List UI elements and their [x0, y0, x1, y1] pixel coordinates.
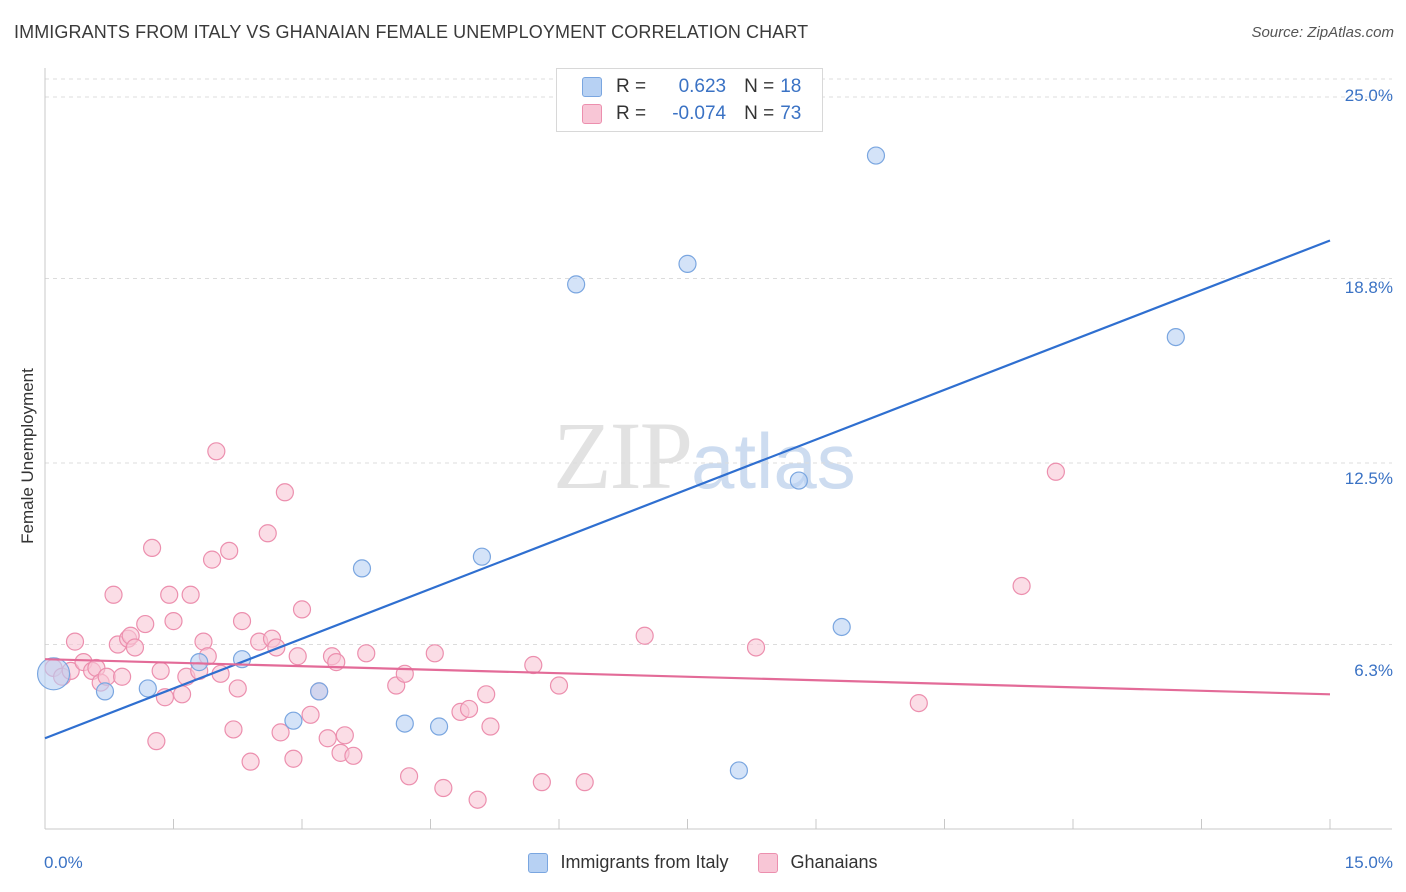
point-ghanaians-35 [241, 752, 260, 771]
point-italy-3 [190, 653, 209, 672]
point-ghanaians-44 [292, 600, 312, 619]
y-tick-label-6-3: 6.3% [1354, 661, 1393, 680]
point-italy-0 [36, 657, 71, 691]
legend-row-italy: R = 0.623 N = 18 [582, 75, 801, 99]
point-ghanaians-70 [909, 693, 928, 713]
point-italy-5 [284, 711, 303, 730]
legend-r-label: R = [616, 103, 647, 124]
point-ghanaians-61 [468, 790, 487, 809]
legend-row-ghanaians: R = -0.074 N = 73 [582, 102, 801, 126]
point-ghanaians-69 [746, 638, 766, 657]
point-ghanaians-9 [104, 585, 123, 604]
chart-title: IMMIGRANTS FROM ITALY VS GHANAIAN FEMALE… [14, 22, 809, 42]
point-ghanaians-43 [288, 647, 307, 666]
point-ghanaians-14 [125, 638, 145, 657]
point-ghanaians-65 [532, 773, 551, 792]
point-ghanaians-67 [575, 773, 594, 792]
legend-n-value: 73 [780, 103, 802, 124]
legend-r-label: R = [616, 76, 647, 97]
point-ghanaians-56 [399, 767, 419, 786]
point-ghanaians-32 [224, 720, 243, 739]
watermark: ZIPatlas [553, 400, 856, 511]
point-ghanaians-40 [271, 723, 290, 742]
point-ghanaians-51 [335, 726, 354, 745]
point-italy-9 [429, 717, 449, 736]
point-ghanaians-72 [1046, 462, 1065, 481]
y-tick-label-12-5: 12.5% [1344, 469, 1393, 488]
point-ghanaians-15 [136, 614, 155, 634]
point-ghanaians-57 [425, 644, 444, 663]
point-ghanaians-33 [228, 679, 247, 698]
y-tick-label-25: 25.0% [1344, 86, 1393, 105]
point-ghanaians-66 [549, 676, 569, 695]
point-ghanaians-63 [481, 717, 500, 736]
point-italy-14 [789, 471, 808, 490]
y-tick-label-18-8: 18.8% [1344, 278, 1393, 297]
x-tick-label-min: 0.0% [44, 853, 83, 872]
legend-n-value: 18 [780, 76, 802, 97]
y-axis-label: Female Unemployment [18, 368, 37, 544]
source-credit: Source: ZipAtlas.com [1251, 24, 1394, 41]
legend-item-italy[interactable]: Immigrants from Italy [528, 852, 728, 873]
trendline-ghanaians [44, 658, 1331, 696]
point-ghanaians-31 [220, 541, 239, 560]
point-ghanaians-62 [477, 685, 496, 704]
point-italy-12 [678, 254, 697, 273]
correlation-legend: R = 0.623 N = 18 R = -0.074 N = 73 [556, 68, 823, 132]
legend-label-italy: Immigrants from Italy [560, 852, 729, 872]
legend-label-ghanaians: Ghanaians [790, 852, 878, 872]
point-italy-10 [472, 547, 491, 566]
point-ghanaians-34 [232, 612, 252, 631]
point-ghanaians-41 [275, 483, 294, 502]
point-ghanaians-53 [357, 644, 376, 663]
watermark-zip: ZIP [553, 402, 693, 509]
legend-swatch-pink [582, 104, 602, 124]
legend-swatch-italy [528, 852, 549, 873]
point-italy-15 [832, 617, 851, 637]
point-ghanaians-64 [524, 655, 543, 675]
legend-n-label: N = [744, 103, 775, 124]
point-ghanaians-68 [635, 626, 654, 645]
point-italy-16 [866, 146, 886, 165]
legend-r-value: 0.623 [678, 76, 727, 97]
trendline-italy [44, 239, 1331, 740]
point-ghanaians-24 [181, 585, 200, 604]
point-ghanaians-21 [164, 612, 183, 631]
point-italy-17 [1166, 327, 1185, 347]
point-ghanaians-29 [207, 442, 226, 461]
point-italy-8 [395, 714, 414, 733]
legend-item-ghanaians[interactable]: Ghanaians [758, 852, 878, 873]
point-ghanaians-47 [318, 729, 337, 748]
legend-r-value: -0.074 [672, 103, 727, 124]
x-tick-label-max: 15.0% [1344, 853, 1393, 872]
point-ghanaians-60 [459, 699, 479, 719]
series-legend: Immigrants from Italy Ghanaians [0, 852, 1406, 873]
point-ghanaians-28 [202, 550, 222, 569]
legend-swatch-ghanaians [758, 852, 779, 873]
legend-swatch-blue [582, 77, 602, 97]
point-ghanaians-11 [112, 667, 132, 686]
point-ghanaians-71 [1012, 576, 1031, 596]
point-ghanaians-37 [258, 524, 277, 543]
point-italy-2 [138, 679, 157, 698]
point-ghanaians-42 [284, 749, 303, 768]
point-italy-13 [729, 761, 749, 780]
point-italy-7 [352, 559, 372, 578]
point-italy-11 [567, 275, 586, 294]
point-ghanaians-45 [301, 705, 320, 724]
point-ghanaians-18 [151, 661, 170, 680]
point-ghanaians-52 [344, 746, 363, 765]
point-italy-1 [95, 682, 115, 701]
point-ghanaians-58 [434, 778, 453, 798]
point-italy-6 [310, 682, 329, 701]
point-ghanaians-3 [65, 632, 85, 651]
point-ghanaians-17 [147, 732, 166, 751]
point-ghanaians-20 [160, 585, 179, 604]
watermark-atlas: atlas [691, 417, 856, 505]
point-ghanaians-16 [142, 538, 162, 558]
legend-n-label: N = [744, 76, 775, 97]
